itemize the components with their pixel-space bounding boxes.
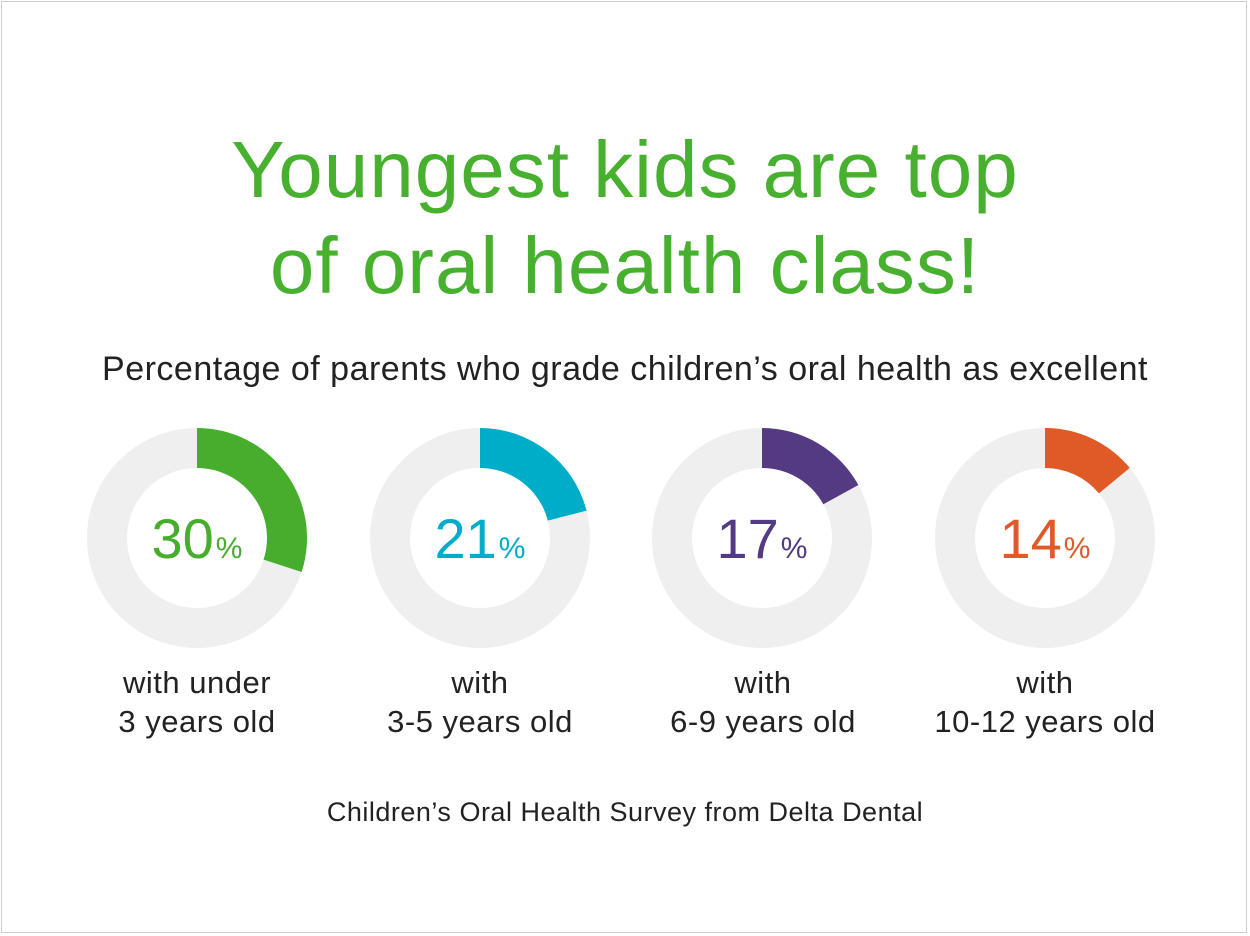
value-number: 17 (717, 507, 779, 570)
chart-title: Youngest kids are top of oral health cla… (0, 122, 1250, 314)
donut-1: 30% (87, 428, 307, 648)
caption-line-2: 3-5 years old (387, 704, 573, 739)
caption-line-1: with (734, 665, 792, 700)
value-label: 30% (152, 507, 243, 570)
caption-line-1: with under (122, 665, 272, 700)
caption-6-9: with 6-9 years old (623, 663, 903, 741)
caption-10-12: with 10-12 years old (905, 663, 1185, 741)
caption-line-1: with (1016, 665, 1074, 700)
donut-slice (480, 428, 587, 521)
donut-3: 17% (652, 428, 872, 648)
title-line-2: of oral health class! (269, 221, 981, 310)
donut-charts: 30% 21% 17% 14% (87, 428, 1155, 648)
caption-3-5: with 3-5 years old (340, 663, 620, 741)
value-label: 21% (435, 507, 526, 570)
source-note: Children’s Oral Health Survey from Delta… (326, 797, 924, 827)
chart-subtitle: Percentage of parents who grade children… (102, 350, 1148, 388)
donut-slice (197, 428, 307, 572)
value-unit: % (216, 532, 243, 565)
value-unit: % (781, 532, 808, 565)
caption-line-2: 3 years old (118, 704, 276, 739)
value-number: 30 (152, 507, 214, 570)
caption-line-2: 10-12 years old (934, 704, 1156, 739)
value-number: 14 (1000, 507, 1062, 570)
value-unit: % (1064, 532, 1091, 565)
caption-under-3: with under 3 years old (57, 663, 337, 741)
donut-slice (762, 428, 859, 505)
title-line-1: Youngest kids are top (231, 125, 1019, 214)
caption-line-1: with (451, 665, 509, 700)
value-number: 21 (435, 507, 497, 570)
value-label: 17% (717, 507, 808, 570)
value-label: 14% (1000, 507, 1091, 570)
caption-line-2: 6-9 years old (670, 704, 856, 739)
donut-slice (1045, 428, 1130, 494)
value-unit: % (499, 532, 526, 565)
donut-2: 21% (370, 428, 590, 648)
donut-4: 14% (935, 428, 1155, 648)
